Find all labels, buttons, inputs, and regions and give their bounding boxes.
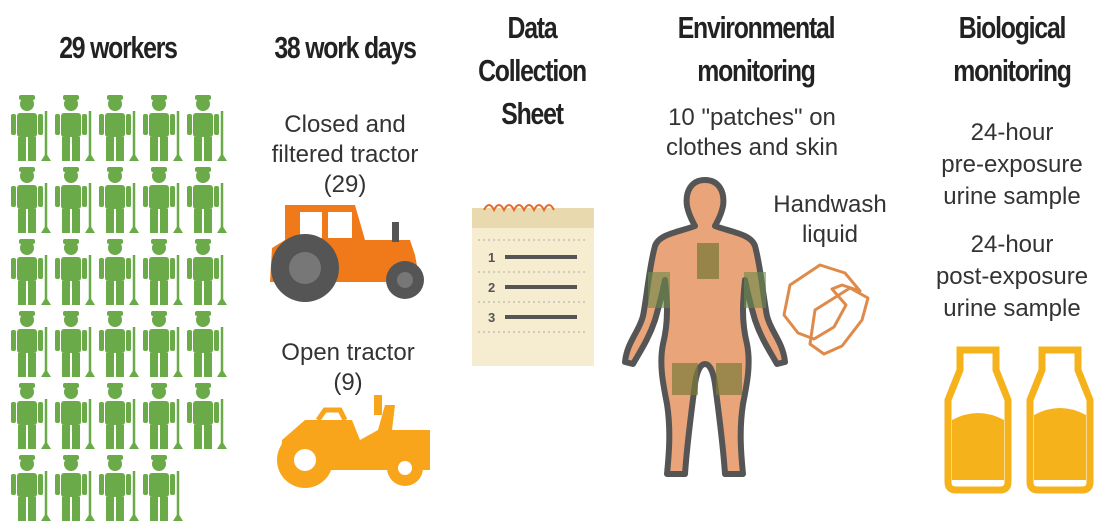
heading-line: Environmental <box>678 10 835 44</box>
heading: 38 work days <box>274 30 416 64</box>
notepad-number: 1 <box>488 250 495 265</box>
caption: pre-exposure <box>941 151 1082 178</box>
caption: urine sample <box>943 183 1080 210</box>
heading-line: monitoring <box>953 53 1071 87</box>
caption: filtered tractor <box>272 141 419 168</box>
notepad-number: 2 <box>488 280 495 295</box>
infographic: 29 workers 38 work days Data Collection … <box>0 0 1117 526</box>
caption: urine sample <box>943 295 1080 322</box>
caption: 24-hour <box>971 119 1054 146</box>
heading-line: Collection <box>478 53 586 87</box>
caption: (29) <box>324 171 367 198</box>
heading-line: monitoring <box>697 53 815 87</box>
caption: 24-hour <box>971 231 1054 258</box>
caption: Open tractor <box>281 339 414 366</box>
caption: 10 "patches" on <box>668 104 836 131</box>
caption: Handwash <box>773 191 886 218</box>
caption: (9) <box>333 369 362 396</box>
caption: Closed and <box>284 111 405 138</box>
caption: post-exposure <box>936 263 1088 290</box>
caption: liquid <box>802 221 858 248</box>
notepad-number: 3 <box>488 310 495 325</box>
heading-line: Data <box>508 10 558 44</box>
heading-line: Biological <box>959 10 1065 44</box>
heading-line: Sheet <box>501 96 563 130</box>
heading: 29 workers <box>59 30 177 64</box>
caption: clothes and skin <box>666 134 838 161</box>
